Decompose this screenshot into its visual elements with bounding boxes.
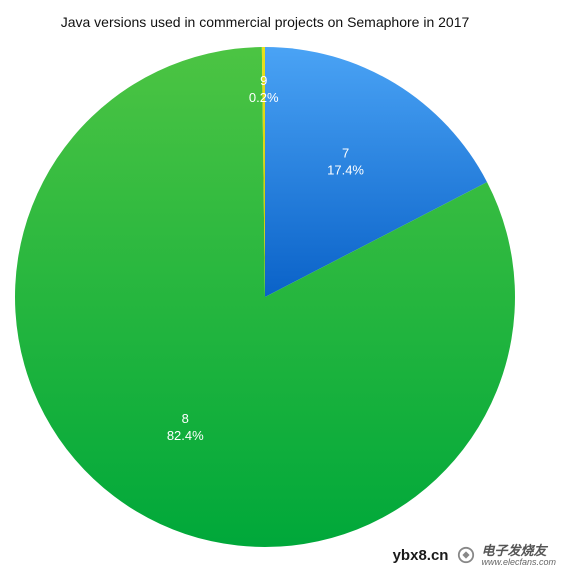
- pie-slice-7: [265, 47, 488, 297]
- slice-name-label-7: 7: [342, 146, 349, 161]
- watermark-text: ybx8.cn: [389, 545, 452, 565]
- slice-name-label-8: 8: [182, 411, 189, 426]
- elecfans-logo-icon: [458, 547, 475, 564]
- slice-value-label-7: 17.4%: [327, 163, 364, 178]
- watermark: ybx8.cn 电子发烧友 www.elecfans.com: [389, 544, 556, 567]
- slice-name-label-9: 9: [260, 73, 267, 88]
- pie-slice-8: [15, 47, 515, 547]
- watermark-brand-cn: 电子发烧友: [481, 542, 547, 558]
- watermark-brand-en: www.elecfans.com: [481, 556, 556, 567]
- slice-value-label-9: 0.2%: [249, 90, 279, 105]
- chart-title: Java versions used in commercial project…: [60, 14, 470, 30]
- watermark-brand: 电子发烧友 www.elecfans.com: [481, 544, 556, 567]
- pie-slice-9: [261, 47, 265, 297]
- slice-value-label-8: 82.4%: [167, 428, 204, 443]
